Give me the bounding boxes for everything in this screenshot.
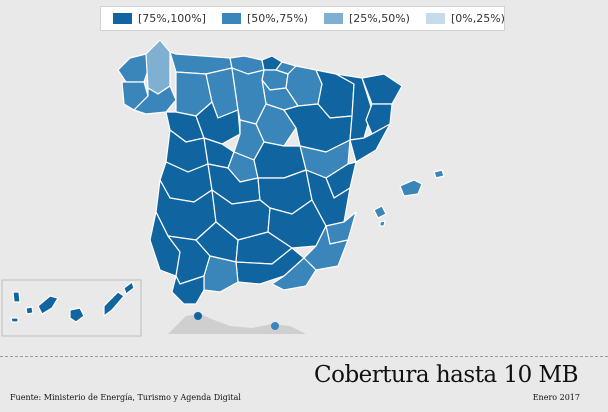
region-girona xyxy=(361,73,403,105)
mainland-regions xyxy=(117,39,403,305)
legend-item-0-25: [0%,25%) xyxy=(425,12,505,25)
region-la-palma xyxy=(12,291,21,303)
region-malaga xyxy=(203,255,239,293)
region-cadiz xyxy=(171,275,205,305)
legend-swatch-75-100 xyxy=(113,13,132,24)
legend-swatch-50-75 xyxy=(221,13,241,24)
legend-label-0-25: [0%,25%) xyxy=(450,12,505,25)
region-a-coruna xyxy=(117,53,149,83)
region-el-hierro xyxy=(10,317,19,323)
balearic-islands xyxy=(373,169,445,227)
legend-item-25-50: [25%,50%) xyxy=(323,12,410,25)
region-menorca xyxy=(433,169,445,179)
map-legend: [75%,100%] [50%,75%) [25%,50%) [0%,25%) xyxy=(100,6,505,31)
region-lanzarote xyxy=(123,281,135,295)
legend-label-25-50: [25%,50%) xyxy=(348,12,410,25)
region-ibiza xyxy=(373,205,387,219)
region-mallorca xyxy=(399,179,423,197)
legend-item-75-100: [75%,100%] xyxy=(113,12,206,25)
region-melilla xyxy=(271,322,279,330)
region-la-gomera xyxy=(25,306,34,315)
region-gran-canaria xyxy=(69,307,85,323)
map-date: Enero 2017 xyxy=(532,393,580,402)
legend-swatch-0-25 xyxy=(425,13,445,24)
region-almeria xyxy=(271,257,317,291)
region-formentera xyxy=(379,220,386,227)
region-ourense xyxy=(133,85,177,115)
region-tarragona xyxy=(349,123,391,163)
region-ceuta xyxy=(194,312,202,320)
source-note: Fuente: Ministerio de Energía, Turismo y… xyxy=(10,393,241,402)
north-africa xyxy=(168,312,306,334)
canary-islands xyxy=(10,281,135,323)
region-tenerife xyxy=(37,295,59,315)
spain-coverage-map xyxy=(1,39,445,337)
map-title: Cobertura hasta 10 MB xyxy=(314,362,578,388)
legend-label-50-75: [50%,75%) xyxy=(246,12,308,25)
footer-divider xyxy=(0,356,608,357)
legend-item-50-75: [50%,75%) xyxy=(221,12,308,25)
legend-label-75-100: [75%,100%] xyxy=(138,12,206,25)
legend-swatch-25-50 xyxy=(323,13,343,24)
region-lugo xyxy=(145,39,171,95)
canary-islands-inset xyxy=(1,279,142,337)
north-africa-coast xyxy=(168,314,306,334)
region-fuerteventura xyxy=(103,291,125,317)
